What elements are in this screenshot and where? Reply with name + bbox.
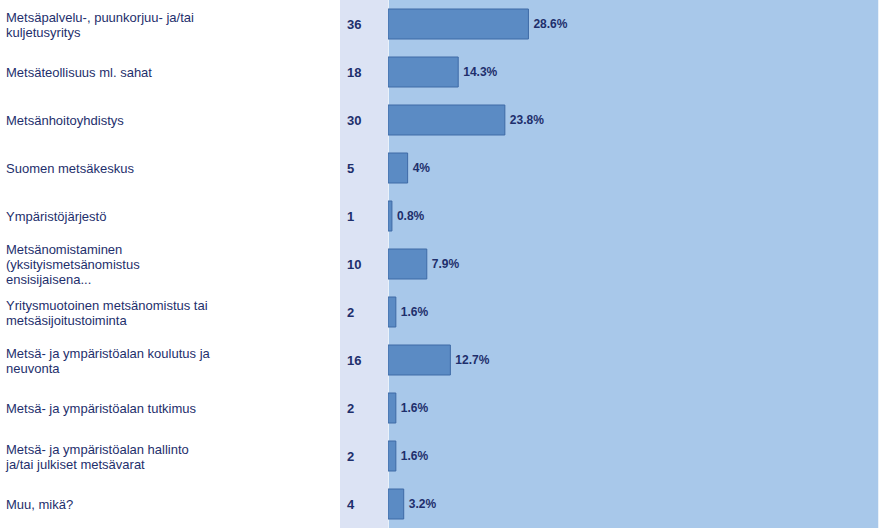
svg-text:28.6%: 28.6% <box>533 17 567 31</box>
svg-text:1.6%: 1.6% <box>401 449 429 463</box>
svg-text:10: 10 <box>347 257 361 272</box>
svg-text:12.7%: 12.7% <box>455 353 489 367</box>
svg-text:Metsä- ja ympäristöalan tutkim: Metsä- ja ympäristöalan tutkimus <box>8 401 197 416</box>
svg-text:Metsä- ja ympäristöalan hallin: Metsä- ja ympäristöalan hallintoja/tai j… <box>8 441 189 471</box>
svg-text:1.6%: 1.6% <box>401 401 429 415</box>
svg-text:3.2%: 3.2% <box>409 497 437 511</box>
svg-text:0.8%: 0.8% <box>397 209 425 223</box>
svg-text:14.3%: 14.3% <box>463 65 497 79</box>
svg-text:1: 1 <box>347 209 354 224</box>
svg-text:Metsänomistaminen(yksityismets: Metsänomistaminen(yksityismetsänomistuse… <box>8 242 140 287</box>
svg-text:7.9%: 7.9% <box>432 257 460 271</box>
svg-text:16: 16 <box>347 353 361 368</box>
svg-text:30: 30 <box>347 113 361 128</box>
svg-text:Metsänhoitoyhdistys: Metsänhoitoyhdistys <box>8 113 124 128</box>
svg-text:2: 2 <box>347 305 354 320</box>
svg-text:2: 2 <box>347 401 354 416</box>
svg-text:Metsäteollisuus ml. sahat: Metsäteollisuus ml. sahat <box>8 65 152 80</box>
svg-text:5: 5 <box>347 161 354 176</box>
svg-text:1.6%: 1.6% <box>401 305 429 319</box>
svg-text:Metsäpalvelu-, puunkorjuu- ja/: Metsäpalvelu-, puunkorjuu- ja/taikuljetu… <box>8 9 194 39</box>
svg-text:4%: 4% <box>413 161 431 175</box>
svg-text:36: 36 <box>347 17 361 32</box>
svg-text:Muu, mikä?: Muu, mikä? <box>8 497 73 512</box>
svg-text:Yritysmuotoinen metsänomistus: Yritysmuotoinen metsänomistus taimetsäsi… <box>8 297 208 327</box>
svg-text:4: 4 <box>347 497 355 512</box>
svg-text:Metsä- ja ympäristöalan koulut: Metsä- ja ympäristöalan koulutus janeuvo… <box>8 345 211 375</box>
svg-text:2: 2 <box>347 449 354 464</box>
svg-text:Ympäristöjärjestö: Ympäristöjärjestö <box>8 209 106 224</box>
svg-text:23.8%: 23.8% <box>510 113 544 127</box>
svg-text:Suomen metsäkeskus: Suomen metsäkeskus <box>8 161 134 176</box>
svg-text:18: 18 <box>347 65 361 80</box>
